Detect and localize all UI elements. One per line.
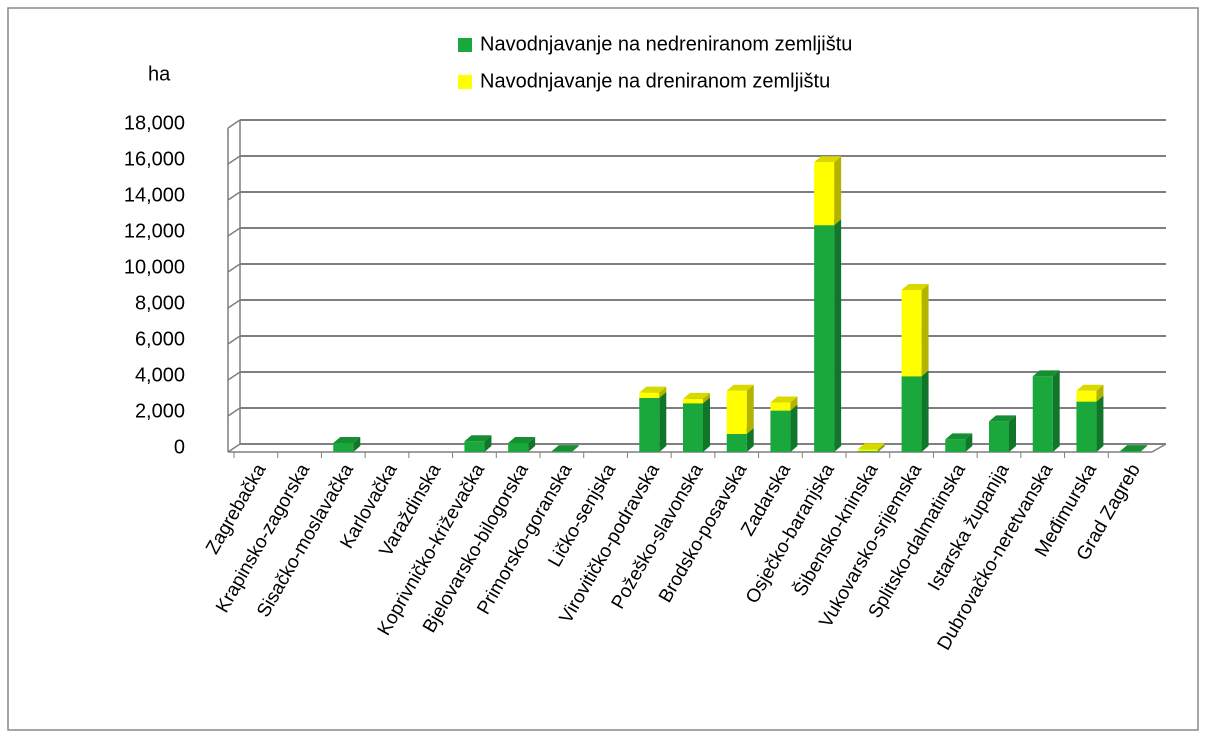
bar: [1076, 401, 1097, 452]
bar: [989, 421, 1009, 452]
bar-side: [746, 428, 754, 452]
bar-top: [1120, 445, 1148, 452]
bar-top: [857, 443, 885, 450]
legend-swatch: [458, 75, 472, 89]
y-tick-label: 12,000: [124, 220, 185, 242]
y-tick-label: 18,000: [124, 112, 185, 134]
grid-side: [227, 191, 241, 201]
bar-side: [921, 284, 929, 377]
bar: [857, 449, 878, 452]
bar: [551, 451, 572, 452]
bar-side: [703, 397, 710, 452]
bar: [901, 290, 922, 377]
grid-side: [227, 119, 241, 129]
y-tick-label: 2,000: [135, 400, 185, 422]
grid-side: [227, 263, 241, 273]
bar: [726, 434, 747, 452]
bar: [770, 402, 791, 411]
bar: [683, 403, 703, 452]
chart-border: [7, 7, 1199, 731]
grid-side: [227, 371, 241, 381]
bar-side: [571, 445, 579, 452]
bar-side: [484, 435, 492, 452]
bar: [726, 390, 747, 434]
y-tick-label: 6,000: [135, 328, 185, 350]
bar-top: [989, 415, 1016, 422]
bar: [508, 443, 529, 452]
bar-top: [901, 284, 929, 290]
y-tick-label: 16,000: [124, 148, 185, 170]
bar-side: [921, 370, 929, 452]
bar: [1032, 376, 1053, 452]
bar-side: [834, 219, 842, 452]
bar-side: [877, 443, 885, 452]
bar-side: [353, 437, 361, 452]
bar: [1120, 451, 1141, 452]
grid-side: [227, 299, 241, 309]
bar-top: [639, 386, 667, 393]
bar-side: [1009, 415, 1016, 452]
bar: [464, 441, 485, 452]
bar-top: [1076, 384, 1104, 391]
bar-side: [659, 392, 667, 452]
bar: [639, 398, 660, 452]
bar-top: [945, 433, 973, 440]
bar-top: [814, 156, 842, 163]
y-tick-label: 14,000: [124, 184, 185, 206]
bar-side: [965, 433, 973, 452]
grid-side: [227, 407, 241, 417]
legend-swatch: [458, 38, 472, 52]
bar-side: [703, 392, 710, 404]
bar-top: [726, 384, 754, 391]
bar-top: [333, 437, 361, 443]
bar-side: [790, 404, 798, 452]
bar-side: [659, 386, 667, 398]
bar-side: [1052, 370, 1060, 452]
bar-side: [528, 437, 536, 452]
axis-floor-side: [1151, 443, 1167, 453]
bar-top: [683, 392, 710, 399]
bar-top: [551, 445, 579, 452]
grid-side: [227, 443, 241, 453]
bar: [901, 376, 922, 452]
y-tick-label: 4,000: [135, 364, 185, 386]
bar: [333, 443, 354, 452]
bar: [770, 410, 791, 452]
bar-side: [877, 445, 885, 452]
legend-label: Navodnjavanje na nedreniranom zemljištu: [480, 33, 852, 55]
bar: [814, 162, 835, 226]
bar-side: [1096, 384, 1104, 402]
y-tick-label: 10,000: [124, 256, 185, 278]
bar: [1076, 390, 1097, 402]
bar-side: [790, 396, 798, 411]
bar-top: [508, 437, 536, 443]
y-axis-label: ha: [148, 63, 171, 85]
grid-side: [227, 155, 241, 165]
bar: [639, 392, 660, 398]
bar: [857, 451, 878, 452]
bar-top: [770, 396, 798, 403]
bar-side: [746, 384, 754, 434]
bar: [814, 225, 835, 452]
bar-side: [1140, 445, 1148, 452]
bar: [945, 439, 966, 452]
grid-side: [227, 335, 241, 345]
legend-label: Navodnjavanje na dreniranom zemljištu: [480, 70, 830, 92]
grid-side: [227, 227, 241, 237]
bar-side: [1096, 395, 1104, 452]
y-tick-label: 0: [174, 436, 185, 458]
bar-side: [834, 156, 842, 226]
bar-top: [1032, 370, 1060, 377]
bar: [683, 398, 703, 404]
y-tick-label: 8,000: [135, 292, 185, 314]
bar-top: [464, 435, 492, 442]
